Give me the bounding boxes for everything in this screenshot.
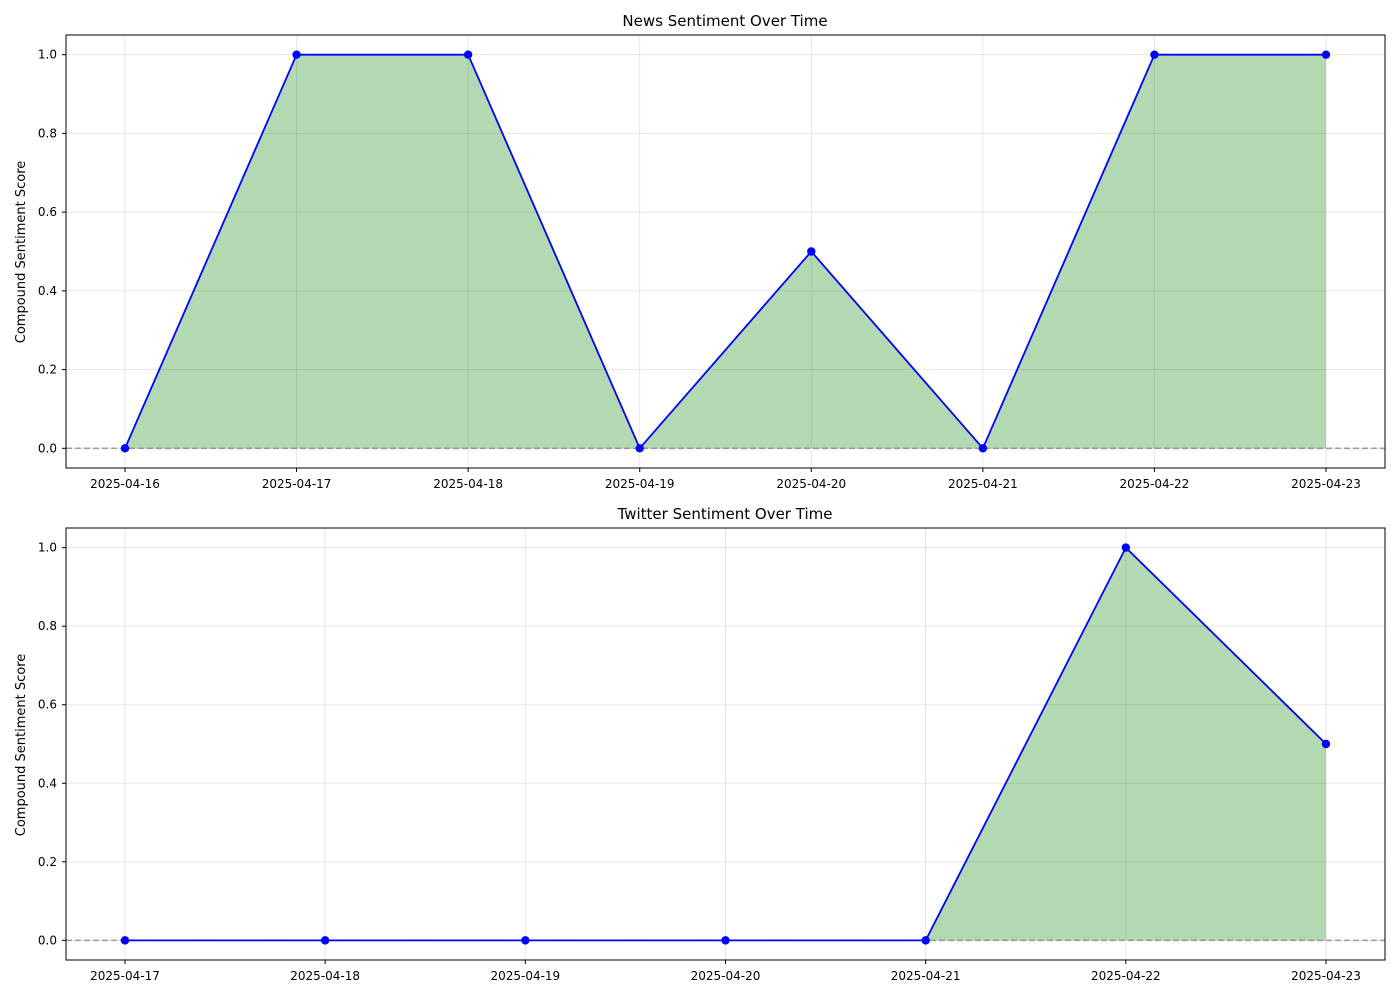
x-tick-label: 2025-04-23 <box>1291 477 1361 491</box>
news-sentiment-panel: News Sentiment Over Time Compound Sentim… <box>14 12 1386 491</box>
x-tick-label: 2025-04-23 <box>1291 969 1361 983</box>
y-tick-label: 1.0 <box>38 48 57 62</box>
news-data-point <box>292 50 301 59</box>
x-tick-label: 2025-04-18 <box>290 969 360 983</box>
twitter-data-point <box>1121 543 1131 552</box>
x-tick-label: 2025-04-19 <box>605 477 675 491</box>
twitter-area-segment <box>1125 547 1326 941</box>
x-tick-label: 2025-04-19 <box>490 969 560 983</box>
x-tick-label: 2025-04-21 <box>948 477 1018 491</box>
y-tick-label: 0.8 <box>38 619 57 633</box>
twitter-data-point <box>521 936 530 945</box>
x-tick-label: 2025-04-20 <box>776 477 846 491</box>
twitter-markers <box>120 543 1331 945</box>
news-data-point <box>635 444 644 453</box>
twitter-y-ticks: 0.0 0.2 0.4 0.6 0.8 1.0 <box>38 541 66 947</box>
twitter-data-point <box>1321 739 1331 749</box>
news-chart-title: News Sentiment Over Time <box>622 12 827 30</box>
news-data-point <box>807 247 816 256</box>
news-sentiment-line <box>124 53 1326 450</box>
x-tick-label: 2025-04-21 <box>891 969 961 983</box>
y-tick-label: 0.0 <box>38 441 57 455</box>
y-tick-label: 1.0 <box>38 541 57 555</box>
news-y-ticks: 0.0 0.2 0.4 0.6 0.8 1.0 <box>38 48 66 455</box>
news-data-point <box>978 444 988 453</box>
news-data-point <box>1321 50 1331 59</box>
y-tick-label: 0.0 <box>38 933 57 947</box>
twitter-data-point <box>721 936 730 945</box>
news-data-point <box>1150 50 1159 59</box>
twitter-y-axis-label: Compound Sentiment Score <box>14 654 29 837</box>
news-area-fills <box>125 54 1326 449</box>
x-tick-label: 2025-04-17 <box>90 969 160 983</box>
twitter-sentiment-panel: Twitter Sentiment Over Time Compound Sen… <box>14 505 1386 983</box>
twitter-data-point <box>120 936 130 945</box>
news-x-ticks: 2025-04-16 2025-04-17 2025-04-18 2025-04… <box>90 468 1361 491</box>
y-tick-label: 0.4 <box>38 284 57 298</box>
y-tick-label: 0.6 <box>38 698 57 712</box>
y-tick-label: 0.4 <box>38 776 57 790</box>
x-tick-label: 2025-04-22 <box>1091 969 1161 983</box>
news-area-segment <box>1154 54 1326 449</box>
twitter-chart-title: Twitter Sentiment Over Time <box>617 505 833 523</box>
news-area-segment <box>296 54 469 449</box>
news-plot-frame <box>65 34 1386 469</box>
x-tick-label: 2025-04-17 <box>262 477 332 491</box>
twitter-x-ticks: 2025-04-17 2025-04-18 2025-04-19 2025-04… <box>90 960 1361 983</box>
news-data-point <box>463 50 473 59</box>
news-y-axis-label: Compound Sentiment Score <box>14 161 29 344</box>
y-tick-label: 0.2 <box>38 855 57 869</box>
x-tick-label: 2025-04-20 <box>691 969 761 983</box>
x-tick-label: 2025-04-18 <box>433 477 503 491</box>
twitter-data-point <box>921 936 930 945</box>
y-tick-label: 0.6 <box>38 205 57 219</box>
y-tick-label: 0.8 <box>38 126 57 140</box>
news-line-group <box>124 53 1326 450</box>
x-tick-label: 2025-04-22 <box>1120 477 1190 491</box>
y-tick-label: 0.2 <box>38 363 57 377</box>
news-markers <box>120 50 1331 453</box>
twitter-data-point <box>320 936 330 945</box>
news-data-point <box>120 444 130 453</box>
x-tick-label: 2025-04-16 <box>90 477 160 491</box>
